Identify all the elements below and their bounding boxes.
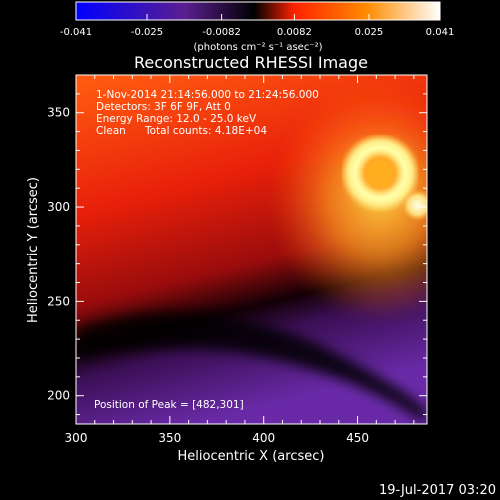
plot-annotations: 1-Nov-2014 21:14:56.000 to 21:24:56.000 … bbox=[94, 89, 319, 411]
plot-area bbox=[76, 75, 427, 424]
annotation-clean: Clean bbox=[96, 125, 126, 137]
colorbar-gradient bbox=[75, 1, 441, 21]
colorbar-tick-label: 0.0082 bbox=[277, 27, 312, 38]
colorbar-tick-label: -0.025 bbox=[131, 27, 163, 38]
annotation-peak-position: Position of Peak = [482,301] bbox=[94, 399, 244, 411]
chart-title: Reconstructed RHESSI Image bbox=[134, 53, 368, 72]
footer-timestamp: 19-Jul-2017 03:20 bbox=[379, 483, 496, 498]
x-tick-label: 350 bbox=[158, 431, 181, 445]
colorbar-ticks bbox=[75, 14, 441, 20]
x-axis-ticks: 300 350 400 450 bbox=[65, 75, 415, 445]
colorbar-tick-label: -0.0082 bbox=[202, 27, 241, 38]
colorbar-tick-label: -0.041 bbox=[60, 27, 92, 38]
annotation-total-counts: Total counts: 4.18E+04 bbox=[144, 125, 267, 137]
heatmap-dark-band bbox=[76, 312, 427, 424]
y-tick-label: 250 bbox=[47, 294, 70, 308]
x-tick-label: 300 bbox=[65, 431, 88, 445]
source-peak bbox=[401, 189, 427, 222]
annotation-time-range: 1-Nov-2014 21:14:56.000 to 21:24:56.000 bbox=[96, 89, 319, 101]
source-ring-core bbox=[367, 160, 394, 187]
colorbar-unit: (photons cm⁻² s⁻¹ asec⁻²) bbox=[193, 42, 322, 53]
colorbar-tick-label: 0.025 bbox=[355, 27, 384, 38]
annotation-detectors: Detectors: 3F 6F 9F, Att 0 bbox=[96, 101, 231, 113]
colorbar-tick-labels: -0.041 -0.025 -0.0082 0.0082 0.025 0.041 bbox=[60, 27, 454, 38]
plot-frame bbox=[75, 74, 428, 425]
annotation-energy-range: Energy Range: 12.0 - 25.0 keV bbox=[96, 113, 257, 125]
y-tick-label: 300 bbox=[47, 200, 70, 214]
colorbar-tick-label: 0.041 bbox=[426, 27, 455, 38]
y-tick-label: 350 bbox=[47, 106, 70, 120]
source-marks bbox=[340, 133, 427, 222]
x-tick-label: 450 bbox=[346, 431, 369, 445]
source-ring bbox=[348, 141, 412, 205]
colorbar: -0.041 -0.025 -0.0082 0.0082 0.025 0.041 (pho… bbox=[60, 1, 454, 53]
x-tick-label: 400 bbox=[252, 431, 275, 445]
y-axis-ticks: 200 250 300 350 bbox=[47, 74, 427, 416]
y-axis-title: Heliocentric Y (arcsec) bbox=[26, 177, 41, 323]
x-axis-title: Heliocentric X (arcsec) bbox=[178, 449, 325, 464]
y-tick-label: 200 bbox=[47, 389, 70, 403]
